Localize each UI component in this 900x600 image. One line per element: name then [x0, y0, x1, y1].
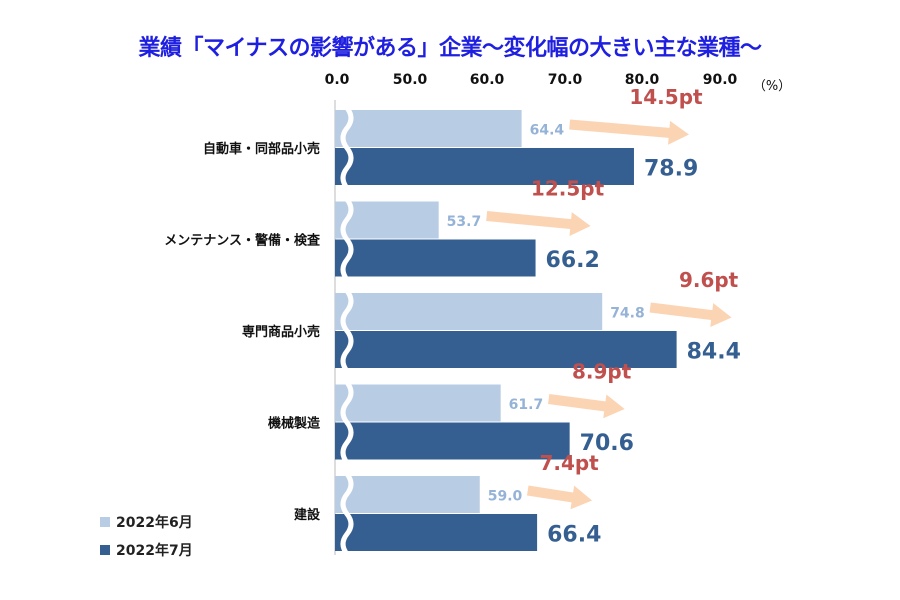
data-label-june: 64.4: [530, 123, 565, 139]
category-label: 自動車・同部品小売: [203, 141, 320, 157]
data-label-july: 66.4: [547, 523, 601, 548]
data-label-june: 59.0: [488, 489, 523, 505]
data-label-july: 78.9: [644, 157, 698, 182]
bar-june: [335, 384, 501, 422]
x-tick-label: 50.0: [393, 72, 428, 88]
unit-label: （%）: [753, 79, 791, 94]
change-label: 12.5pt: [531, 177, 605, 201]
data-label-july: 70.6: [580, 431, 634, 456]
data-label-july: 84.4: [687, 340, 741, 365]
change-label: 7.4pt: [539, 451, 599, 475]
category-label: メンテナンス・警備・検査: [164, 233, 321, 249]
bar-june: [335, 293, 603, 330]
data-label-june: 53.7: [447, 214, 482, 230]
axis-break-mark: [340, 289, 354, 373]
data-label-july: 66.2: [546, 248, 600, 273]
bar-july: [335, 239, 536, 277]
legend-item-july: 2022年7月: [100, 540, 193, 560]
category-label: 機械製造: [268, 416, 321, 432]
data-label-june: 61.7: [509, 397, 544, 413]
data-label-june: 74.8: [610, 306, 645, 322]
change-label: 14.5pt: [629, 85, 703, 109]
change-label: 9.6pt: [679, 268, 739, 292]
bar-july: [335, 148, 634, 185]
legend-label: 2022年6月: [116, 515, 193, 531]
change-arrow: [548, 394, 625, 419]
category-label: 専門商品小売: [242, 324, 320, 340]
legend-swatch: [100, 545, 110, 555]
x-tick-label: 80.0: [625, 72, 660, 88]
x-tick-label: 0.0: [325, 72, 350, 88]
axis-break-mark: [340, 106, 354, 190]
x-tick-label: 60.0: [470, 72, 505, 88]
legend-swatch: [100, 517, 110, 527]
change-arrow: [649, 302, 732, 327]
bar-june: [335, 476, 480, 513]
axis-break-mark: [340, 472, 354, 556]
bar-july: [335, 331, 677, 368]
change-arrow: [486, 211, 591, 237]
category-label: 建設: [294, 507, 321, 523]
legend-label: 2022年7月: [116, 543, 193, 559]
axis-break-mark: [340, 380, 354, 465]
change-arrow: [569, 119, 689, 145]
bar-july: [335, 514, 538, 551]
bar-july: [335, 422, 570, 460]
x-tick-label: 70.0: [548, 72, 583, 88]
change-label: 8.9pt: [572, 360, 632, 384]
x-tick-label: 90.0: [703, 72, 738, 88]
bar-june: [335, 110, 522, 147]
axis-break-mark: [340, 197, 354, 282]
legend-item-june: 2022年6月: [100, 512, 193, 532]
chart-title: 業績「マイナスの影響がある」企業～変化幅の大きい主な業種～: [138, 36, 762, 61]
change-arrow: [526, 485, 593, 510]
